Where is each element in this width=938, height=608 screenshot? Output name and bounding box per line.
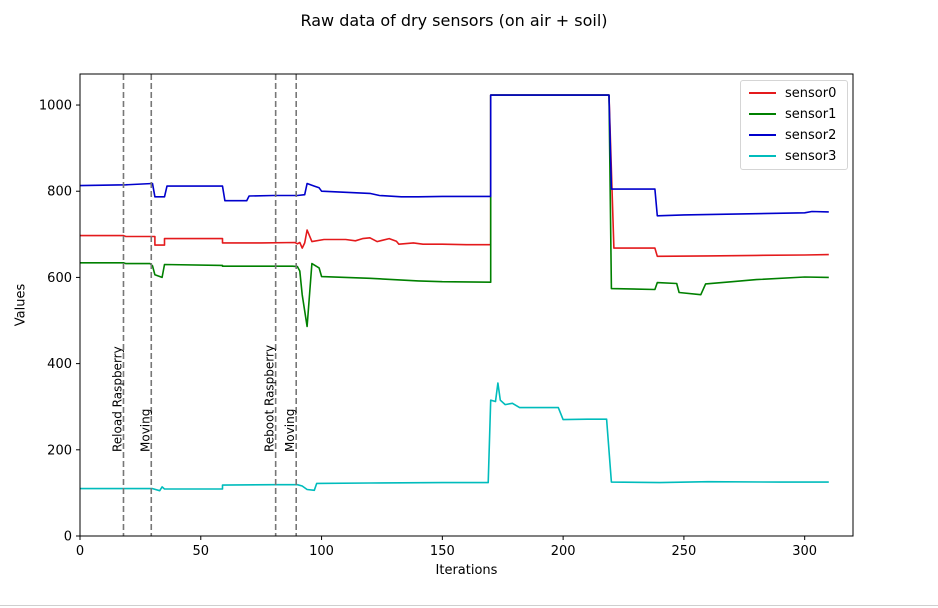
annotation-labels: Reload Raspberry Moving Reboot Raspberry Mo…	[110, 345, 297, 452]
legend-label-sensor0: sensor0	[785, 85, 837, 101]
x-tick-label-0: 0	[76, 544, 84, 559]
y-tick-label-800: 800	[47, 185, 72, 200]
legend-label-sensor1: sensor1	[785, 106, 837, 122]
legend-item-sensor1: sensor1	[749, 106, 836, 122]
x-tick-label-100: 100	[309, 544, 334, 559]
x-tick-label-250: 250	[671, 544, 696, 559]
legend-label-sensor3: sensor3	[785, 148, 837, 164]
series-line-sensor1	[80, 94, 829, 328]
annotation-label-1: Reload Raspberry	[110, 346, 124, 452]
y-tick-label-0: 0	[64, 530, 72, 545]
chart-legend: sensor0 sensor1 sensor2 sensor3	[740, 80, 848, 170]
legend-swatch-sensor2	[749, 134, 776, 136]
y-tick-label-1000: 1000	[39, 99, 72, 114]
y-tick-label-400: 400	[47, 357, 72, 372]
x-axis-label: Iterations	[435, 563, 498, 578]
y-tick-label-200: 200	[47, 443, 72, 458]
annotation-label-2: Moving	[138, 409, 152, 452]
legend-swatch-sensor3	[749, 155, 776, 157]
x-tick-label-50: 50	[193, 544, 210, 559]
legend-item-sensor0: sensor0	[749, 85, 836, 101]
y-axis-label: Values	[13, 283, 29, 327]
x-tick-label-300: 300	[792, 544, 817, 559]
x-tick-label-150: 150	[430, 544, 455, 559]
annotation-label-4: Moving	[283, 409, 297, 452]
legend-swatch-sensor1	[749, 113, 776, 115]
y-tick-label-600: 600	[47, 271, 72, 286]
x-axis-ticks: 0 50 100 150 200 250 300	[76, 536, 817, 559]
window-bottom-rule	[0, 605, 938, 606]
chart-title: Raw data of dry sensors (on air + soil)	[300, 11, 608, 30]
legend-item-sensor3: sensor3	[749, 148, 836, 164]
plot-area-frame	[79, 73, 854, 537]
annotation-lines	[122, 74, 297, 536]
series-line-sensor3	[80, 382, 829, 492]
legend-swatch-sensor0	[749, 92, 776, 94]
annotation-label-3: Reboot Raspberry	[263, 345, 277, 452]
series-line-sensor0	[80, 94, 829, 258]
y-axis-ticks: 0 200 400 600 800 1000	[39, 99, 80, 545]
x-tick-label-200: 200	[551, 544, 576, 559]
legend-label-sensor2: sensor2	[785, 127, 837, 143]
legend-item-sensor2: sensor2	[749, 127, 836, 143]
series-line-sensor2	[79, 94, 829, 217]
series-layer	[79, 94, 829, 492]
